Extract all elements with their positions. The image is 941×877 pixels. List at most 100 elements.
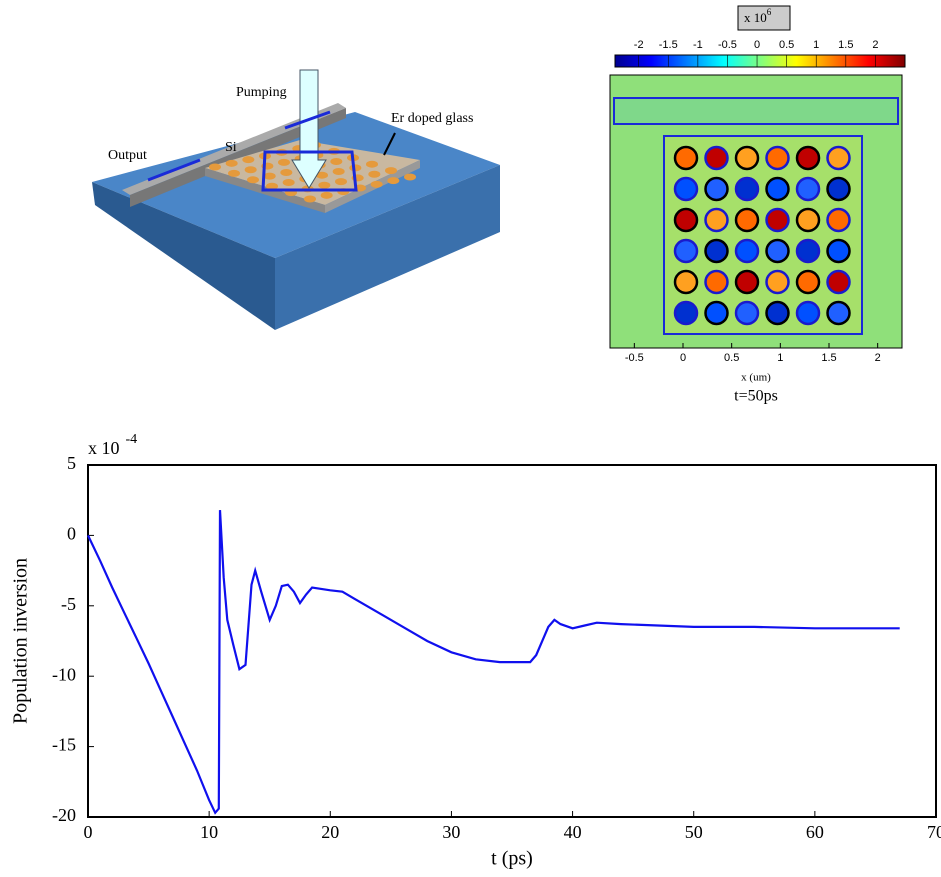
field-cell [704, 207, 729, 233]
field-map: x 106 -2 -1.5 -1 -0.5 0 0.5 1 1.5 2 -0.5 0 0.5 1 1.5 2… [609, 5, 906, 405]
x-tick-label: 2 [875, 352, 881, 364]
pump-arrow [291, 69, 327, 189]
field-cell [734, 207, 760, 233]
line-chart: x 10 -4 Population inversion t (ps) 0 10 20… [10, 432, 941, 869]
colorbar-tick-label: -0.5 [718, 39, 737, 51]
y-tick-label: -5 [61, 594, 76, 614]
field-cell [795, 238, 821, 264]
hole [330, 157, 343, 165]
hole [263, 172, 276, 180]
field-cell [734, 238, 760, 264]
x-tick-label: 40 [564, 822, 582, 842]
plot-frame [87, 464, 937, 818]
x-tick-label: 10 [200, 822, 218, 842]
field-cell [673, 176, 699, 202]
field-cell [704, 238, 729, 264]
field-cell [734, 176, 760, 202]
device-diagram: Pumping Er doped glass Output Si [92, 69, 500, 330]
field-cell [673, 269, 699, 295]
field-cell [673, 300, 699, 326]
field-cell [826, 145, 851, 171]
data-line [87, 510, 900, 815]
ring-arrows [147, 110, 358, 192]
field-cell [704, 300, 729, 326]
multiplier: x 106 [744, 7, 772, 25]
diagram-label: Output [108, 148, 147, 163]
field-cell [704, 269, 729, 295]
y-tick-label: -15 [52, 735, 76, 755]
colorbar-tick-label: 2 [872, 39, 878, 51]
x-axis-label: x (um) [741, 372, 771, 384]
diagram-label: Er doped glass [391, 111, 473, 126]
field-cell [826, 300, 851, 326]
field-cell [826, 269, 851, 295]
hole [228, 169, 240, 177]
field-cell [765, 145, 790, 171]
x-tick-label: -0.5 [625, 352, 644, 364]
multiplier-exponent: -4 [126, 432, 138, 447]
substrate-front [275, 165, 500, 330]
multiplier-exponent: 6 [767, 7, 772, 17]
colorbar-tick-label: 1.5 [838, 39, 853, 51]
hole [368, 170, 381, 178]
hole [209, 163, 221, 171]
hole [320, 191, 333, 199]
x-axis-label: t (ps) [491, 848, 533, 870]
field-cell [795, 300, 821, 326]
hole [385, 167, 397, 175]
x-tick-label: 70 [927, 822, 941, 842]
waveguide-field [613, 97, 899, 125]
hole [242, 156, 255, 164]
colorbar [614, 54, 906, 68]
x-tick-label: 0 [680, 352, 686, 364]
hole [225, 159, 238, 167]
field-cell [765, 300, 790, 326]
field-cell [734, 145, 760, 171]
multiplier: x 10 -4 [88, 432, 137, 458]
hole [282, 179, 295, 187]
hole [318, 181, 331, 189]
multiplier-base: x 10 [88, 438, 120, 458]
hole [244, 166, 257, 174]
field-cell [734, 300, 760, 326]
field-cell [704, 145, 729, 171]
hole [266, 182, 278, 190]
hole [404, 173, 416, 181]
label-pointer [383, 132, 396, 156]
colorbar-tick-label: 1 [813, 39, 819, 51]
field-cell [704, 176, 729, 202]
substrate-side [92, 182, 275, 330]
x-tick-label: 20 [321, 822, 339, 842]
field-cell [765, 269, 790, 295]
hole [332, 168, 345, 176]
y-tick-label: -20 [52, 805, 76, 825]
hole [278, 158, 290, 166]
field-cell [673, 207, 699, 233]
field-cell [795, 269, 821, 295]
field-cell [826, 176, 851, 202]
hole [247, 176, 259, 184]
x-tick-label: 0 [84, 822, 93, 842]
hole [280, 168, 293, 176]
y-axis-label: Population inversion [10, 558, 32, 724]
field-cell [673, 238, 699, 264]
hole [335, 178, 347, 186]
colorbar-tick-label: 0.5 [779, 39, 794, 51]
field-cell [795, 176, 821, 202]
hole [387, 177, 400, 185]
multiplier-base: x 10 [744, 10, 767, 25]
field-cell [826, 238, 851, 264]
field-cell [795, 207, 821, 233]
y-tick-label: 5 [67, 453, 76, 473]
field-cell [673, 145, 699, 171]
field-cell [826, 207, 851, 233]
field-cell [765, 238, 790, 264]
field-cell [765, 207, 790, 233]
x-tick-label: 0.5 [724, 352, 739, 364]
colorbar-tick-label: -1 [693, 39, 703, 51]
hole [370, 180, 383, 188]
waveguide-side [130, 108, 346, 207]
field-cell [795, 145, 821, 171]
colorbar-tick-label: 0 [754, 39, 760, 51]
